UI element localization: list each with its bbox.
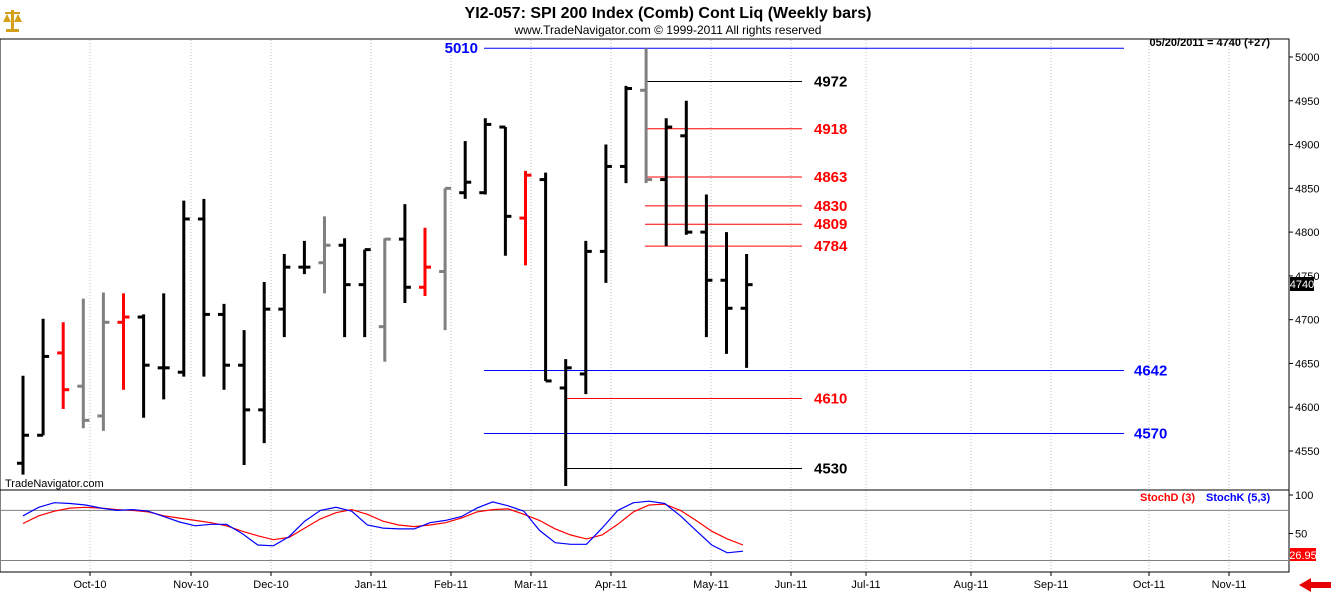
ohlc-bar-3 [77,298,90,429]
ohlc-bar-19 [398,204,411,304]
date-axis: Oct-10 Nov-10 Dec-10 Jan-11 Feb-11 Mar-11 Apr-… [73,572,1246,591]
ohlc-bar-11 [238,330,251,466]
ohlc-bar-26 [539,172,552,383]
ohlc-bar-30 [620,85,632,184]
date-tick-label: Sep-11 [1034,579,1069,591]
date-tick-label: Jan-11 [355,579,388,591]
nav-arrow-icon[interactable] [1299,578,1331,592]
stoch-tick-label: 100 [1295,490,1313,502]
ohlc-bar-33 [680,100,693,235]
date-tick-label: Jul-11 [851,579,880,591]
date-tick-label: Nov-11 [1212,579,1247,591]
date-tick-label: Nov-10 [173,579,208,591]
price-tick-label: 4600 [1295,402,1319,414]
date-tick-label: Aug-11 [954,579,989,591]
copyright-text: www.TradeNavigator.com © 1999-2011 All r… [514,23,822,37]
ohlc-bar-14 [298,240,311,275]
ohlc-bar-23 [479,118,492,195]
watermark-text: TradeNavigator.com [5,478,104,490]
ohlc-bar-27 [559,359,572,487]
ohlc-bar-1 [37,318,50,437]
date-tick-label: Dec-10 [253,579,288,591]
ohlc-bar-4 [97,292,110,431]
date-tick-label: Jun-11 [775,579,808,591]
level-label: 4863 [814,169,847,186]
ohlc-bar-17 [358,248,371,338]
ohlc-bar-7 [157,293,170,400]
logo-icon [3,10,22,32]
date-tick-label: Mar-11 [514,579,548,591]
stoch-axis: 50 100 [1289,490,1313,541]
ohlc-bar-6 [137,314,150,418]
stochastic-lines [0,500,1289,561]
level-label: 4972 [814,74,847,91]
main-plot-frame [0,38,1290,491]
grid-lines [89,40,1230,571]
price-tick-label: 4700 [1295,315,1319,327]
level-label: 4830 [814,198,847,215]
ohlc-bar-10 [218,303,230,390]
date-tick-label: May-11 [693,579,729,591]
level-label: 4784 [814,238,848,255]
ohlc-bar-36 [740,254,753,368]
ohlc-bar-5 [117,293,130,390]
price-tick-label: 4850 [1295,183,1319,195]
level-label: 4570 [1134,425,1167,442]
stoch-plot-frame [0,489,1290,573]
stoch-series-1 [22,500,744,554]
ohlc-bar-18 [378,237,391,362]
ohlc-bar-21 [439,186,452,331]
date-tick-label: Apr-11 [595,579,627,591]
ohlc-bar-13 [278,254,291,338]
ohlc-bar-28 [579,240,592,395]
price-tick-label: 4800 [1295,227,1319,239]
last-price-text: 4740 [1290,279,1314,291]
ohlc-bar-9 [197,198,210,377]
date-tick-label: Oct-11 [1133,579,1165,591]
chart-title: YI2-057: SPI 200 Index (Comb) Cont Liq (… [465,5,872,22]
level-label: 4610 [814,390,847,407]
ohlc-bar-32 [660,118,673,247]
ohlc-bar-24 [499,125,512,256]
price-bars [17,48,753,487]
stoch-series-0 [22,503,744,546]
ohlc-bar-8 [177,200,190,377]
price-tick-label: 4950 [1295,96,1319,108]
ohlc-bar-31 [640,48,653,184]
stoch-tick-label: 50 [1295,529,1307,541]
legend-stochk: StochK (5,3) [1206,492,1271,504]
price-tick-label: 4550 [1295,446,1319,458]
level-label: 4809 [814,216,847,233]
level-label: 4918 [814,121,847,138]
stoch-value-tag: 26.95 [1289,548,1317,562]
legend-stochd: StochD (3) [1140,492,1195,504]
ohlc-bar-20 [419,227,431,297]
ohlc-bar-29 [599,144,612,283]
ohlc-bar-15 [318,216,331,294]
ohlc-bar-34 [700,194,713,338]
ohlc-bar-0 [17,375,29,475]
ohlc-bar-25 [519,170,532,266]
price-tick-label: 4900 [1295,140,1319,152]
date-tick-label: Oct-10 [73,579,106,591]
ohlc-bar-22 [459,141,472,199]
level-label: 4530 [814,461,847,478]
last-info-text: 05/20/2011 = 4740 (+27) [1150,37,1271,49]
price-tick-label: 4650 [1295,358,1319,370]
stoch-value-text: 26.95 [1289,550,1317,562]
ohlc-bar-35 [720,232,733,354]
level-label: 4642 [1134,362,1167,379]
date-tick-label: Feb-11 [434,579,468,591]
level-label: 5010 [445,40,478,57]
last-price-tag: 4740 [1290,277,1314,291]
ohlc-bar-16 [338,238,351,338]
ohlc-bar-2 [57,322,70,409]
ohlc-bar-12 [258,282,271,444]
price-tick-label: 5000 [1295,52,1319,64]
